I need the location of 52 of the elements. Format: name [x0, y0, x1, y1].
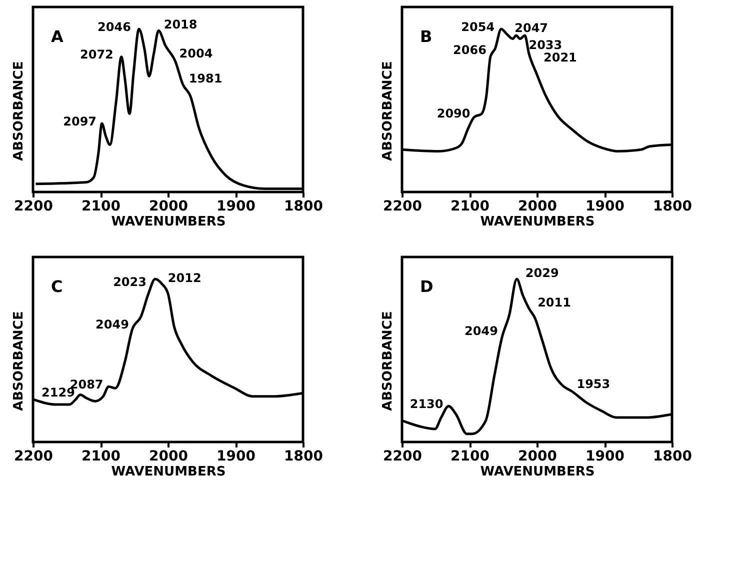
x-tick-label: 2100	[450, 198, 490, 214]
annotation: 2130	[410, 397, 444, 412]
annotation: 2066	[453, 42, 486, 57]
chart-title: B	[420, 27, 432, 46]
x-tick-label: 1900	[216, 198, 256, 214]
x-tick-label: 1800	[284, 448, 324, 464]
x-tick-label: 1800	[284, 198, 324, 214]
x-axis-title: WAVENUMBERS	[480, 214, 595, 230]
x-tick-label: 2100	[82, 448, 121, 464]
annotation: 2097	[63, 114, 97, 129]
annotation: 2021	[544, 50, 577, 65]
y-axis-title: ABSORBANCE	[12, 61, 26, 161]
annotation: 2033	[528, 38, 562, 52]
chart-title: A	[51, 27, 64, 46]
y-axis-title: ABSORBANCE	[380, 311, 396, 411]
x-tick-label: 2000	[518, 198, 558, 214]
x-tick-label: 2200	[383, 448, 422, 464]
annotation: 2018	[164, 18, 198, 32]
chart-title: D	[420, 277, 434, 296]
x-tick-label: 1800	[653, 448, 692, 464]
chart-title: C	[51, 277, 63, 296]
x-axis-title: WAVENUMBERS	[111, 214, 226, 230]
x-tick-label: 1800	[653, 198, 692, 214]
annotation: 1981	[188, 71, 222, 86]
x-tick-label: 2200	[383, 198, 422, 214]
x-tick-label: 1900	[216, 448, 256, 464]
x-tick-label: 2000	[518, 448, 558, 464]
annotation: 2012	[168, 270, 202, 285]
annotation: 2090	[436, 106, 470, 120]
x-axis-title: WAVENUMBERS	[480, 464, 595, 480]
annotation: 2047	[514, 20, 548, 35]
annotation: 2029	[525, 266, 559, 280]
x-tick-label: 2200	[14, 198, 54, 214]
x-tick-label: 2000	[149, 448, 188, 464]
y-axis-title: ABSORBANCE	[12, 311, 26, 411]
annotation: 2049	[464, 324, 498, 338]
annotation: 2049	[96, 317, 129, 332]
annotation: 2046	[98, 20, 131, 34]
x-tick-label: 2000	[149, 198, 188, 214]
x-tick-label: 1900	[586, 198, 625, 214]
annotation: 1953	[576, 376, 610, 391]
annotation: 2023	[113, 274, 146, 289]
annotation: 2054	[461, 20, 495, 34]
annotation: 2072	[80, 48, 114, 62]
annotation: 2011	[538, 295, 571, 310]
x-tick-label: 1900	[586, 448, 625, 464]
y-axis-title: ABSORBANCE	[380, 61, 396, 161]
x-axis-title: WAVENUMBERS	[111, 464, 226, 480]
x-tick-label: 2100	[450, 448, 490, 464]
x-tick-label: 2200	[14, 448, 54, 464]
annotation: 2004	[179, 46, 213, 60]
x-tick-label: 2100	[82, 198, 121, 214]
